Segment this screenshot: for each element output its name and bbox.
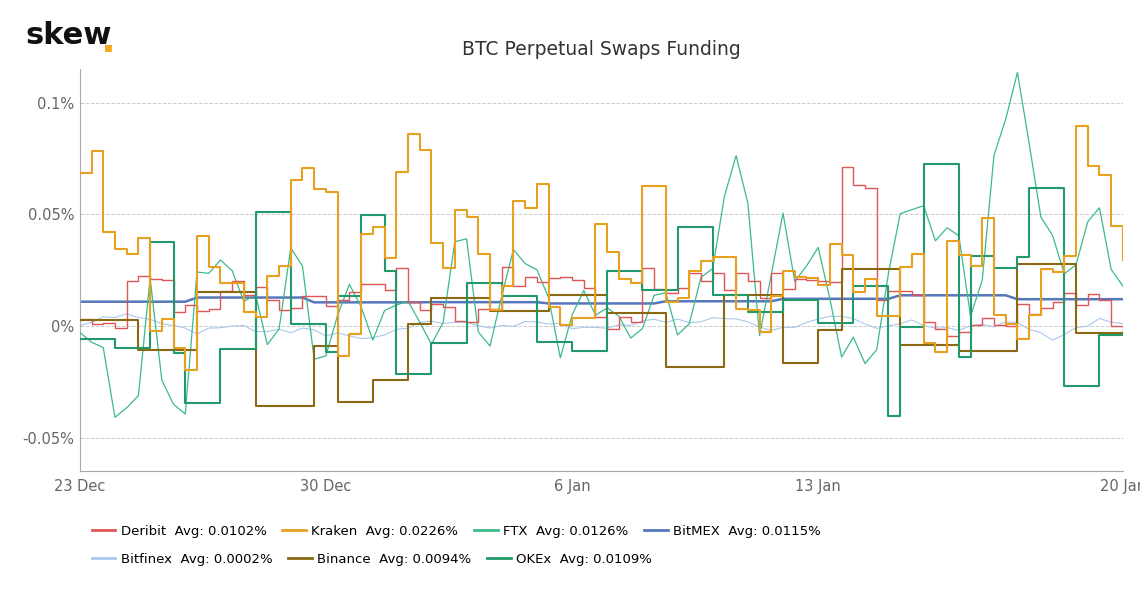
Text: skew: skew [25,21,112,50]
Legend: Bitfinex  Avg: 0.0002%, Binance  Avg: 0.0094%, OKEx  Avg: 0.0109%: Bitfinex Avg: 0.0002%, Binance Avg: 0.00… [87,547,658,571]
Text: .: . [101,22,116,60]
Title: BTC Perpetual Swaps Funding: BTC Perpetual Swaps Funding [462,40,741,59]
